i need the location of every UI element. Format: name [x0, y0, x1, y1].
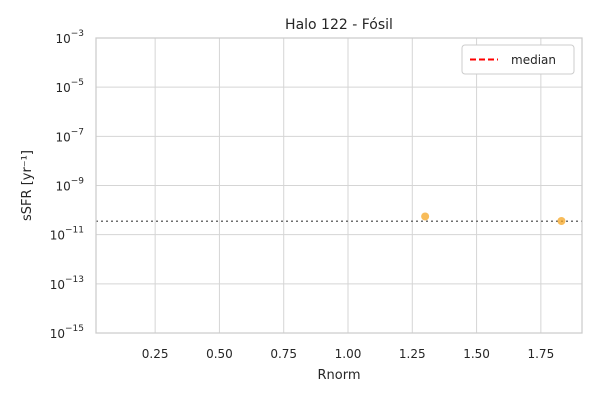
y-tick-label: 10−15	[50, 324, 84, 341]
y-tick-label: 10−3	[55, 29, 84, 46]
x-tick-labels: 0.25 0.50 0.75 1.00 1.25 1.50 1.75	[142, 347, 554, 361]
chart-title: Halo 122 - Fósil	[285, 17, 393, 33]
x-tick-label: 1.75	[527, 347, 554, 361]
x-tick-label: 1.50	[463, 347, 490, 361]
x-tick-label: 0.50	[206, 347, 233, 361]
y-tick-label: 10−9	[55, 177, 84, 194]
data-point	[421, 212, 430, 221]
y-tick-label: 10−7	[55, 127, 84, 144]
legend-box	[461, 44, 575, 75]
points-layer	[421, 212, 566, 225]
x-axis-label: Rnorm	[317, 368, 360, 383]
y-tick-label: 10−11	[50, 226, 84, 243]
y-tick-label: 10−5	[55, 78, 84, 95]
x-tick-label: 1.00	[335, 347, 362, 361]
x-tick-label: 1.25	[399, 347, 426, 361]
y-axis-label: sSFR [yr⁻¹]	[20, 150, 35, 221]
x-tick-label: 0.25	[142, 347, 169, 361]
grid-layer	[96, 37, 582, 334]
legend: median	[461, 44, 575, 75]
x-tick-label: 0.75	[270, 347, 297, 361]
y-tick-label: 10−13	[50, 275, 84, 292]
y-tick-labels: 10−15 10−13 10−11 10−9 10−7 10−5 10−3	[50, 29, 85, 341]
legend-label-median: median	[511, 53, 556, 67]
data-point	[557, 216, 566, 225]
plot-frame	[95, 37, 583, 334]
